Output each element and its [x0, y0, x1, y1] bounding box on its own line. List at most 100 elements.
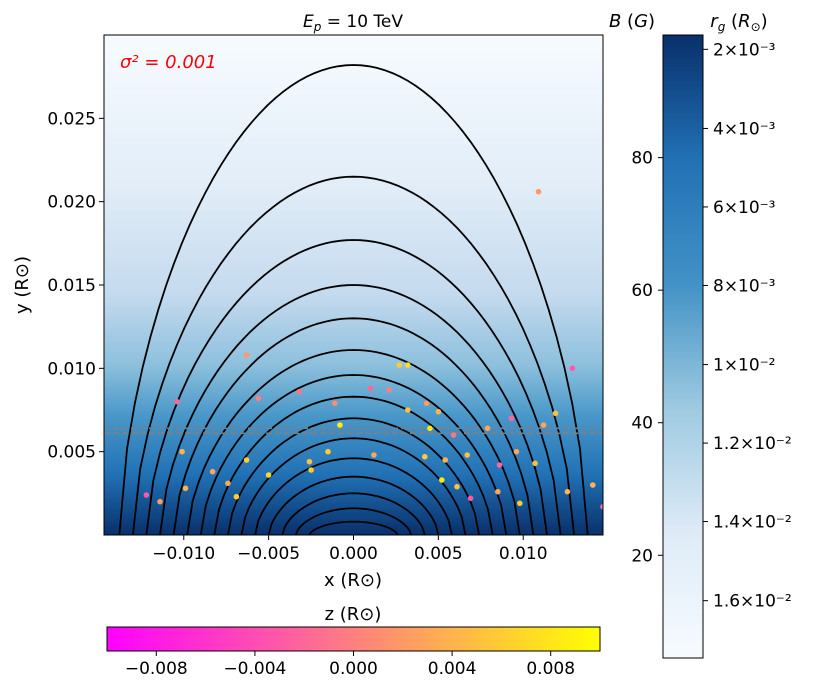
scatter-point: [225, 480, 231, 487]
y-tick-label: 0.005: [47, 443, 96, 463]
field-line: [145, 239, 562, 535]
scatter-point: [423, 400, 430, 407]
field-line: [308, 520, 399, 535]
z-tick-label: 0.008: [526, 659, 575, 679]
scatter-point: [371, 452, 377, 458]
b-tick-label: 80: [631, 149, 653, 169]
scatter-point: [367, 385, 374, 392]
scatter-point: [337, 422, 343, 428]
scatter-point: [143, 492, 150, 498]
field-lines: [118, 64, 589, 535]
scatter-point: [396, 362, 403, 368]
z-colorbar-ticks: −0.008 −0.004 0.000 0.004 0.008: [125, 651, 575, 679]
scatter-point: [255, 395, 262, 402]
scatter-point: [233, 493, 240, 500]
y-tick-label: 0.010: [47, 359, 96, 379]
scatter-point: [552, 410, 559, 417]
scatter-point: [467, 495, 474, 502]
scatter-point: [540, 422, 547, 428]
scatter-point: [496, 462, 503, 468]
rg-tick-label: 2×10⁻³: [713, 40, 775, 60]
x-tick-label: −0.010: [152, 544, 215, 564]
x-axis-ticks: −0.010 −0.005 0.000 0.005 0.010: [152, 535, 548, 564]
scatter-point: [600, 503, 603, 510]
x-tick-label: 0.005: [414, 544, 463, 564]
y-tick-label: 0.025: [47, 109, 96, 129]
field-line: [186, 349, 521, 535]
scatter-point: [464, 452, 471, 458]
z-tick-label: −0.004: [223, 659, 286, 679]
scatter-point: [157, 498, 163, 505]
field-line: [172, 317, 535, 535]
scatter-point: [569, 365, 576, 372]
rg-tick-label: 1.6×10⁻²: [713, 592, 792, 612]
x-tick-label: −0.005: [237, 544, 300, 564]
field-line: [213, 395, 494, 535]
b-tick-label: 40: [631, 414, 653, 434]
scatter-point: [535, 188, 542, 195]
scatter-point: [442, 457, 449, 463]
b-colorbar-ticks: 20 40 60 80: [631, 149, 663, 566]
z-colorbar-label: z (R⊙): [325, 604, 382, 625]
field-line: [199, 374, 508, 535]
scatter-point: [308, 467, 314, 473]
y-tick-label: 0.015: [47, 276, 96, 296]
scatter-point: [454, 483, 460, 490]
field-line: [254, 457, 453, 535]
y-tick-label: 0.020: [47, 193, 96, 213]
b-tick-label: 20: [631, 546, 653, 566]
scatter-point: [532, 460, 538, 467]
scatter-point: [450, 432, 457, 438]
rg-tick-label: 8×10⁻³: [713, 276, 775, 296]
scatter-point: [484, 425, 491, 432]
scatter-point: [182, 485, 189, 492]
b-colorbar: [662, 34, 704, 659]
x-tick-label: 0.010: [499, 544, 548, 564]
scatter-point: [179, 448, 185, 455]
scatter-point: [590, 482, 596, 488]
scatter-point: [405, 362, 411, 368]
field-line: [118, 64, 589, 535]
scatter-point: [325, 448, 331, 455]
scatter-point: [306, 458, 313, 465]
scatter-point: [174, 398, 180, 405]
rg-colorbar-ticks: 2×10⁻³ 4×10⁻³ 6×10⁻³ 8×10⁻³ 1×10⁻² 1.2×10⁻² 1.…: [703, 40, 792, 612]
scatter-point: [243, 352, 250, 358]
field-line: [132, 175, 575, 535]
scatter-points: [143, 188, 603, 510]
x-tick-label: 0.000: [329, 544, 378, 564]
scatter-point: [517, 500, 523, 507]
scatter-point: [427, 425, 433, 432]
scatter-point: [508, 415, 515, 422]
y-axis-ticks: 0.005 0.010 0.015 0.020 0.025: [47, 109, 104, 463]
y-axis-label: y (R⊙): [12, 256, 33, 314]
scatter-point: [435, 408, 442, 415]
scatter-point: [422, 453, 428, 460]
z-tick-label: −0.008: [125, 659, 188, 679]
x-axis-label: x (R⊙): [324, 570, 382, 591]
chart-title: Ep = 10 TeV: [303, 12, 403, 34]
scatter-point: [439, 477, 445, 483]
field-line: [267, 475, 440, 535]
field-line: [240, 437, 467, 535]
b-colorbar-label: B (G): [609, 11, 655, 32]
z-tick-label: 0.004: [428, 659, 477, 679]
rg-colorbar-label: rg (R⊙): [710, 11, 767, 34]
field-line: [227, 417, 480, 535]
b-tick-label: 60: [631, 281, 653, 301]
scatter-point: [386, 387, 392, 393]
scatter-point: [513, 448, 520, 455]
rg-tick-label: 4×10⁻³: [713, 119, 775, 139]
scatter-point: [564, 488, 571, 495]
scatter-point: [209, 468, 216, 475]
rg-tick-label: 6×10⁻³: [713, 198, 775, 218]
scatter-point: [265, 472, 272, 478]
scatter-point: [332, 400, 338, 407]
scatter-point: [243, 457, 250, 463]
rg-tick-label: 1×10⁻²: [713, 356, 775, 376]
field-line: [159, 284, 548, 535]
z-tick-label: 0.000: [329, 659, 378, 679]
field-line: [294, 507, 413, 535]
scatter-point: [296, 388, 303, 395]
